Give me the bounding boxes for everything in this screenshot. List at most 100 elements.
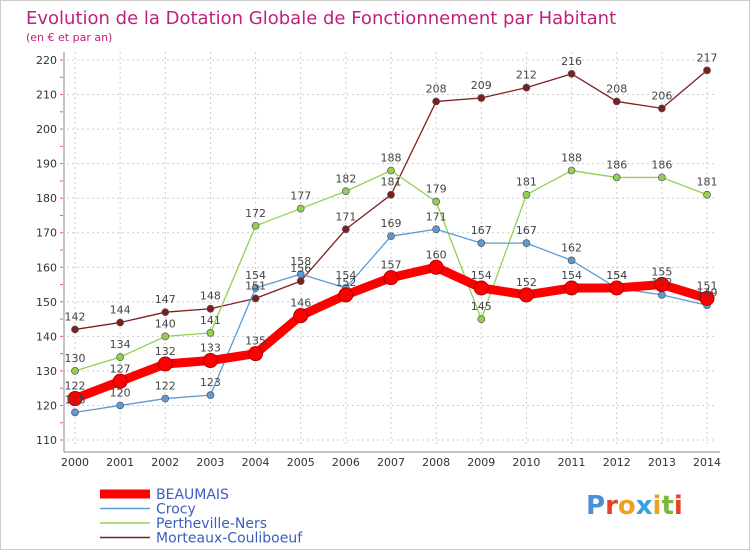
- data-point: [567, 69, 576, 78]
- y-tick-label: 210: [36, 89, 57, 102]
- data-label: 188: [561, 152, 582, 165]
- data-point: [338, 287, 354, 303]
- data-label: 169: [381, 217, 402, 230]
- data-point: [157, 356, 173, 372]
- data-label: 154: [606, 269, 627, 282]
- data-label: 142: [65, 310, 86, 323]
- data-label: 208: [426, 82, 447, 95]
- data-label: 217: [697, 51, 718, 64]
- y-tick-label: 120: [36, 399, 57, 412]
- data-label: 181: [381, 176, 402, 189]
- x-tick-label: 2004: [242, 456, 270, 469]
- data-point: [161, 394, 170, 403]
- data-point: [206, 329, 215, 337]
- data-point: [251, 221, 260, 230]
- y-tick-label: 220: [36, 54, 57, 67]
- data-label: 216: [561, 55, 582, 68]
- data-point: [567, 166, 576, 175]
- data-point: [161, 332, 170, 341]
- data-label: 182: [335, 172, 356, 185]
- data-label: 154: [335, 269, 356, 282]
- x-tick-label: 2014: [693, 456, 721, 469]
- data-label: 154: [561, 269, 582, 282]
- data-point: [387, 232, 395, 241]
- data-label: 186: [606, 158, 627, 171]
- x-tick-label: 2010: [512, 456, 540, 469]
- data-label: 162: [561, 241, 582, 254]
- data-point: [522, 190, 531, 199]
- y-tick-label: 170: [36, 227, 57, 240]
- x-tick-label: 2008: [422, 456, 450, 469]
- legend-label: BEAUMAIS: [156, 487, 229, 503]
- data-label: 181: [516, 176, 537, 189]
- data-label: 206: [651, 89, 672, 102]
- data-label: 151: [245, 279, 266, 292]
- plot-area: [64, 55, 720, 455]
- data-point: [342, 225, 350, 234]
- axes: 110 120 130 140 150 160 170 180 190 200 210 220 2000…: [36, 52, 721, 469]
- y-tick-label: 150: [36, 296, 57, 309]
- data-label: 160: [426, 248, 447, 261]
- data-point: [703, 66, 711, 75]
- data-point: [251, 294, 260, 303]
- legend: BEAUMAISCrocyPertheville-NersMorteaux-Co…: [100, 487, 303, 547]
- data-label: 152: [516, 276, 537, 289]
- y-tick-label: 140: [36, 330, 57, 343]
- data-point: [112, 373, 128, 389]
- y-tick-label: 160: [36, 261, 57, 274]
- data-point: [658, 291, 666, 299]
- series-layer: [67, 66, 715, 417]
- data-point: [564, 280, 580, 296]
- data-point: [206, 391, 215, 399]
- data-point: [387, 190, 395, 199]
- data-point: [296, 204, 305, 213]
- x-tick-label: 2000: [61, 456, 89, 469]
- data-point: [473, 280, 489, 296]
- data-label: 157: [381, 259, 402, 272]
- data-point: [477, 315, 486, 323]
- data-label: 158: [290, 255, 311, 268]
- data-label: 127: [110, 362, 131, 375]
- y-tick-label: 130: [36, 365, 57, 378]
- data-point: [161, 308, 170, 317]
- data-label: 141: [200, 314, 221, 327]
- legend-label: Morteaux-Couliboeuf: [156, 531, 303, 547]
- x-tick-label: 2011: [558, 456, 586, 469]
- data-label: 171: [426, 210, 447, 223]
- data-label: 147: [155, 293, 176, 306]
- data-label: 148: [200, 290, 221, 303]
- data-point: [428, 259, 444, 275]
- x-tick-label: 2002: [151, 456, 179, 469]
- x-tick-label: 2003: [196, 456, 224, 469]
- data-point: [432, 97, 440, 106]
- data-point: [71, 408, 79, 417]
- data-label: 123: [200, 376, 221, 389]
- data-label: 172: [245, 207, 266, 220]
- data-label: 132: [155, 345, 176, 358]
- data-label: 140: [155, 317, 176, 330]
- data-point: [609, 280, 625, 296]
- data-point: [383, 270, 399, 286]
- data-label: 135: [245, 335, 266, 348]
- data-point: [67, 391, 83, 407]
- data-label: 212: [516, 69, 537, 82]
- data-point: [116, 318, 124, 327]
- data-point: [477, 239, 486, 247]
- data-label: 146: [290, 297, 311, 310]
- data-label: 208: [606, 82, 627, 95]
- x-tick-label: 2013: [648, 456, 676, 469]
- data-point: [432, 225, 440, 234]
- x-tick-label: 2007: [377, 456, 405, 469]
- data-label: 181: [697, 176, 718, 189]
- logo-text: Proxiti: [586, 491, 683, 521]
- x-tick-label: 2001: [106, 456, 134, 469]
- data-label: 188: [381, 152, 402, 165]
- data-point: [432, 197, 440, 206]
- data-point: [567, 256, 576, 265]
- data-label: 120: [110, 386, 131, 399]
- y-tick-label: 200: [36, 123, 57, 136]
- data-point: [296, 277, 305, 285]
- data-point: [387, 166, 395, 175]
- data-label: 186: [651, 158, 672, 171]
